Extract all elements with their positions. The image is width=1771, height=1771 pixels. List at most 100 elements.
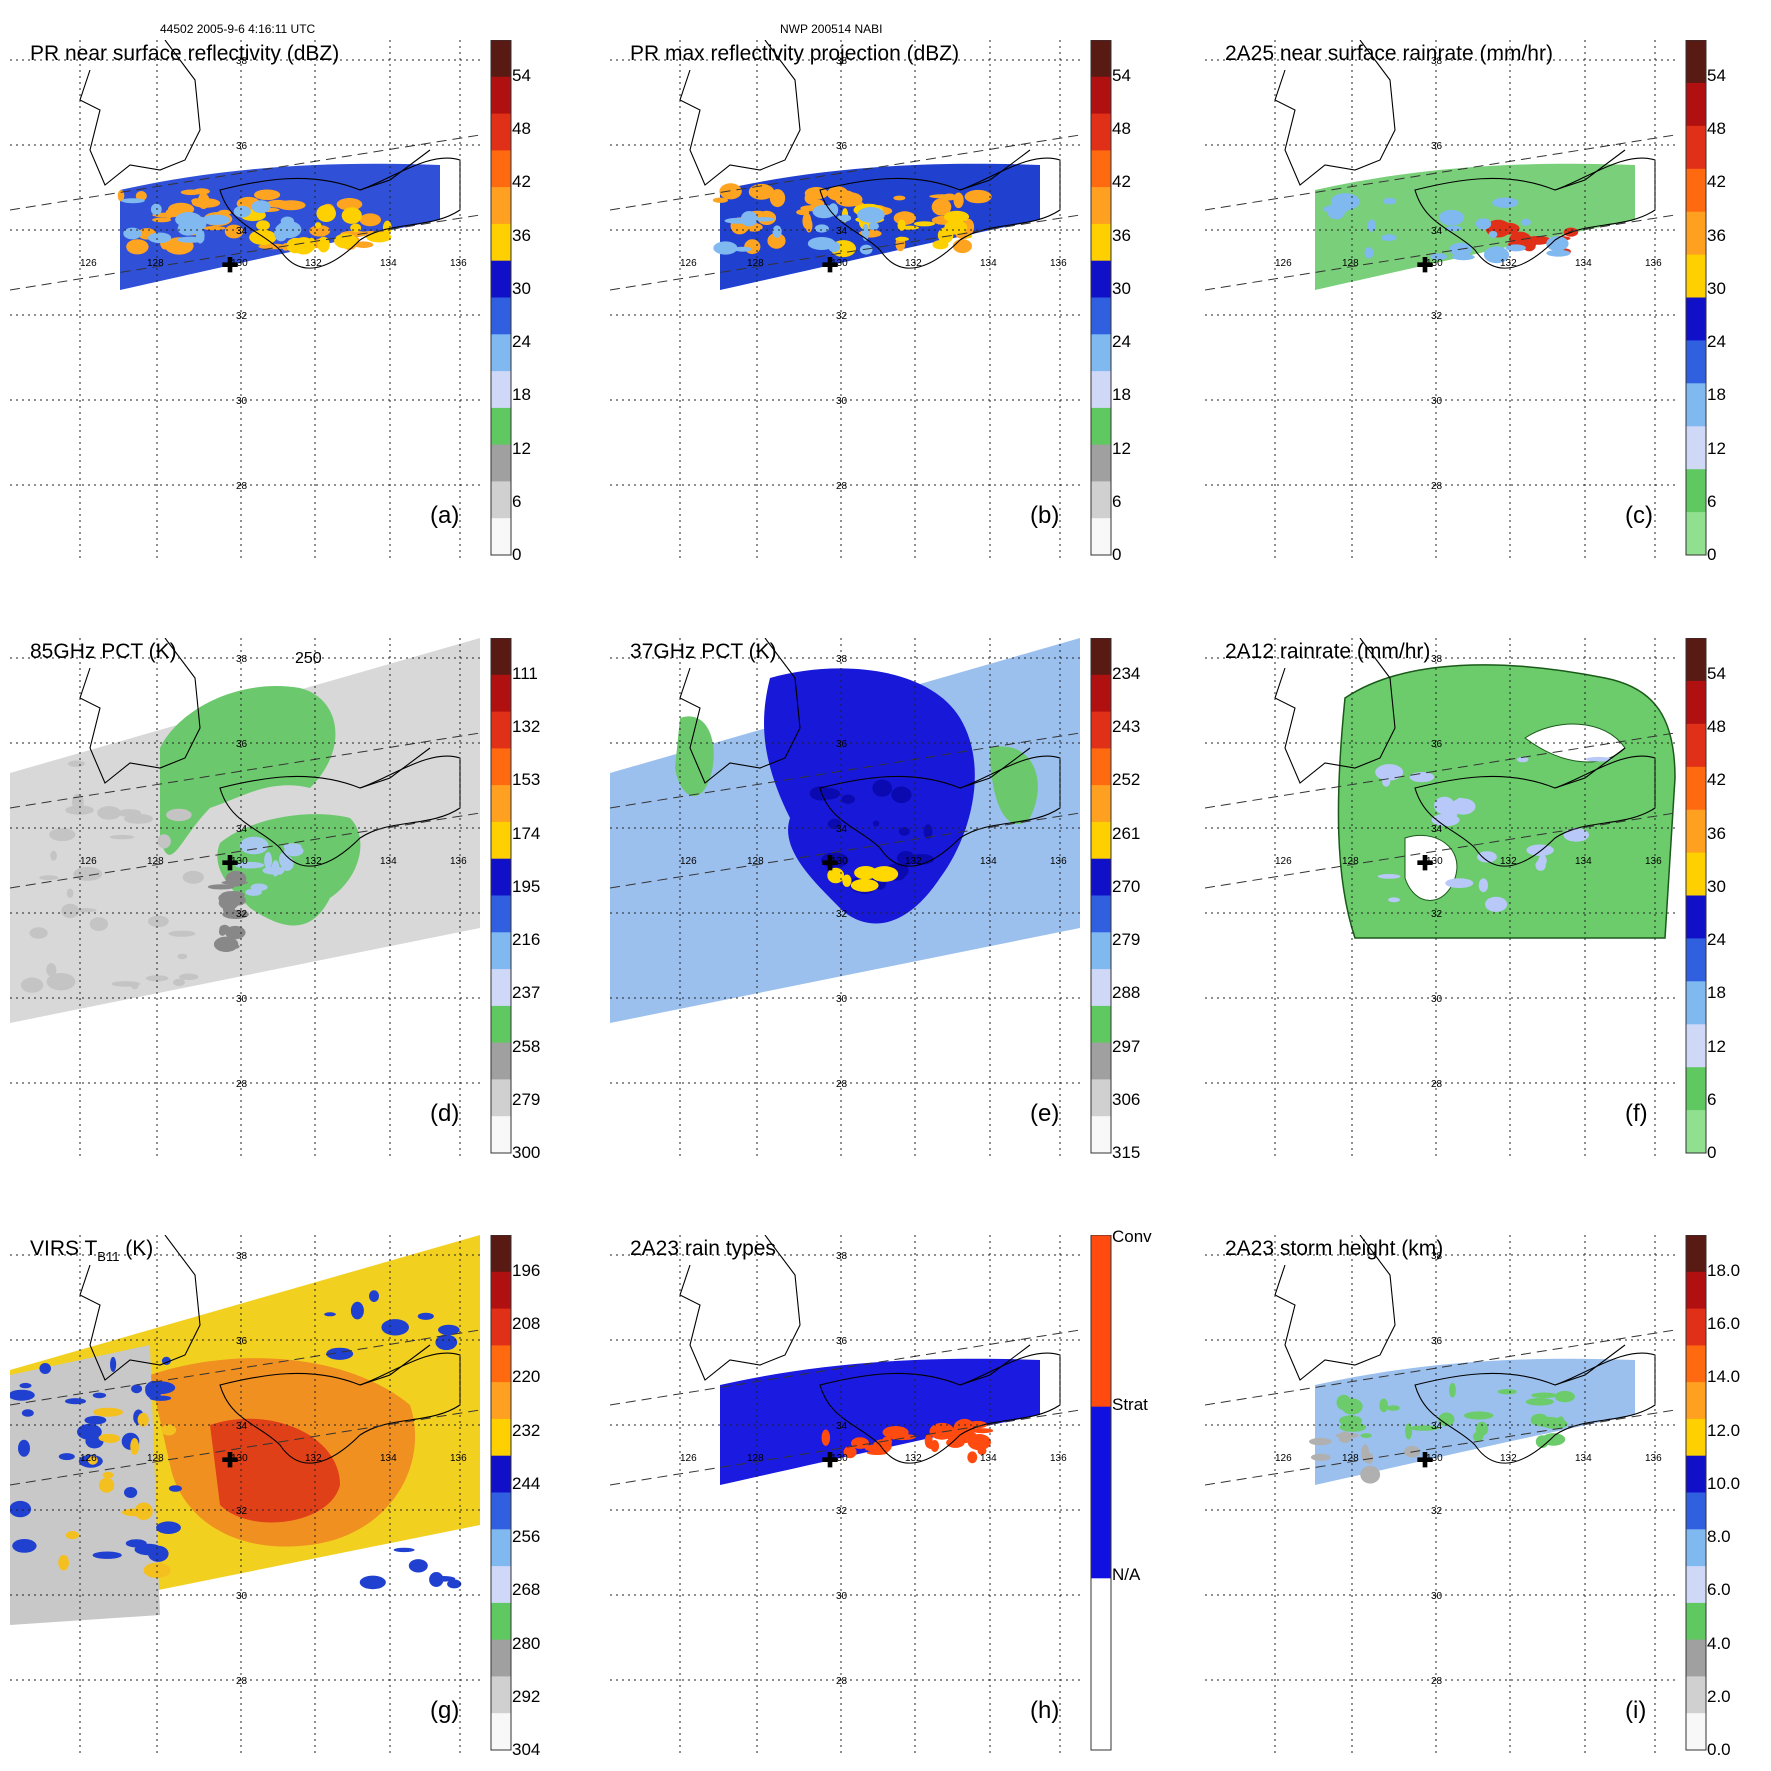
- colorbar-tick-label: 196: [512, 1261, 541, 1280]
- rain-cell: [10, 1389, 35, 1401]
- rain-cell: [417, 1312, 434, 1320]
- lon-label: 130: [231, 856, 248, 867]
- rain-cell: [937, 227, 954, 244]
- colorbar-tick-label: 111: [512, 664, 538, 683]
- colorbar-tick-label: 279: [1112, 930, 1141, 950]
- rain-cell: [314, 222, 322, 229]
- data-layer: [1315, 163, 1635, 290]
- colorbar-segment: [1091, 334, 1111, 372]
- colorbar-segment: [1686, 981, 1706, 1025]
- rain-cell: [1546, 249, 1571, 257]
- lat-label: 34: [236, 226, 248, 237]
- rain-cell: [1454, 797, 1466, 812]
- colorbar-segment: [491, 1345, 511, 1383]
- lon-label: 128: [1342, 1453, 1359, 1464]
- rain-cell: [827, 867, 845, 884]
- rain-cell: [447, 1579, 462, 1589]
- rain-cell: [166, 808, 192, 822]
- colorbar-tick-label: 16.0: [1707, 1314, 1741, 1334]
- colorbar-segment: [491, 1418, 511, 1457]
- rain-cell: [1438, 1412, 1455, 1427]
- colorbar-segment: [491, 1382, 511, 1420]
- rain-cell: [92, 1551, 122, 1559]
- colorbar-tick-label: 270: [1112, 876, 1141, 896]
- rain-cell: [843, 1446, 857, 1459]
- colorbar-tick-label: 6: [1707, 1089, 1717, 1109]
- colorbar-tick-label: 42: [1707, 172, 1726, 192]
- rain-cell: [1361, 1444, 1370, 1462]
- lon-label: 130: [231, 258, 248, 269]
- lon-label: 136: [450, 1453, 467, 1464]
- rain-cell: [895, 236, 909, 242]
- lat-lon-grid: [610, 40, 1080, 560]
- panel-title-text: 2A23 rain types: [630, 1237, 776, 1260]
- lon-label: 132: [305, 856, 322, 867]
- rain-cell: [266, 199, 290, 208]
- panel-letter: (h): [1030, 1697, 1060, 1724]
- colorbar-tick-label: 6: [512, 491, 522, 511]
- rain-cell: [850, 878, 879, 892]
- lon-label: 134: [380, 258, 397, 269]
- storm-center-icon: ✚: [1417, 1450, 1434, 1472]
- rain-cell: [1535, 860, 1546, 871]
- colorbar-segment: [1686, 383, 1706, 427]
- colorbar-segment: [1686, 82, 1706, 127]
- panel-title-text: 37GHz PCT (K): [630, 640, 777, 663]
- data-layer: [10, 1235, 480, 1625]
- cold-cloud-region: [210, 1418, 340, 1523]
- lat-label: 38: [236, 654, 248, 665]
- map-d: 126 128 130 132 134 136 38 36 34 32 30 28 250 ✚: [10, 638, 481, 1158]
- lat-label: 30: [1431, 1591, 1443, 1602]
- colorbar-frame: [1090, 638, 1112, 1154]
- rain-cell: [131, 981, 139, 990]
- rain-cell: [733, 246, 752, 252]
- colorbar-segment: [1091, 1578, 1111, 1751]
- lat-label: 30: [836, 994, 848, 1005]
- colorbar-frame: [1090, 40, 1112, 556]
- rain-cell: [1445, 878, 1474, 888]
- rain-cell: [19, 1382, 32, 1389]
- pct-high-region: [990, 746, 1038, 825]
- lat-label: 38: [1431, 56, 1443, 67]
- colorbar-segment: [1686, 1418, 1706, 1457]
- panel-letter: (d): [430, 1100, 460, 1127]
- colorbar-segment: [1686, 426, 1706, 470]
- rain-cell: [866, 1450, 888, 1455]
- rain-cell: [73, 908, 97, 913]
- rain-cell: [842, 874, 852, 887]
- colorbar-tick-label: 14.0: [1707, 1367, 1741, 1387]
- lon-label: 136: [450, 258, 467, 269]
- lat-label: 28: [1431, 1676, 1443, 1687]
- colorbar-segment: [1686, 1713, 1706, 1751]
- colorbar-tick-label: 0: [1707, 1143, 1717, 1162]
- rain-cell: [145, 1381, 176, 1395]
- lat-label: 28: [836, 1079, 848, 1090]
- rain-cell: [350, 223, 362, 233]
- lon-label: 128: [747, 258, 764, 269]
- panel-letter: (a): [430, 502, 460, 529]
- lon-label: 126: [680, 258, 697, 269]
- colorbar-segment: [1091, 223, 1111, 262]
- colorbar-tick-label: 48: [512, 119, 531, 139]
- pr-echo: [1315, 163, 1635, 290]
- rain-cell: [1541, 1418, 1568, 1429]
- lon-label: 136: [1050, 258, 1067, 269]
- colorbar-segment: [491, 297, 511, 335]
- no-rain-hole: [1404, 834, 1458, 901]
- colorbar-tick-label: 0.0: [1707, 1740, 1731, 1759]
- rain-cell: [804, 191, 818, 205]
- colorbar-segment: [491, 638, 511, 676]
- colorbar-tick-label: N/A: [1112, 1565, 1141, 1584]
- rain-cell: [326, 1347, 354, 1360]
- rain-cell: [46, 973, 76, 991]
- colorbar-tick-label: 256: [512, 1527, 541, 1547]
- pr-echo: [117, 163, 440, 290]
- rain-cell: [39, 875, 59, 881]
- colorbar-tick-label: 288: [1112, 983, 1141, 1003]
- rain-cell: [207, 884, 235, 890]
- lon-label: 128: [747, 1453, 764, 1464]
- colorbar-segment: [1091, 748, 1111, 786]
- lon-label: 136: [1645, 1453, 1662, 1464]
- colorbar-segment: [1091, 821, 1111, 860]
- colorbar: [1685, 1235, 1707, 1751]
